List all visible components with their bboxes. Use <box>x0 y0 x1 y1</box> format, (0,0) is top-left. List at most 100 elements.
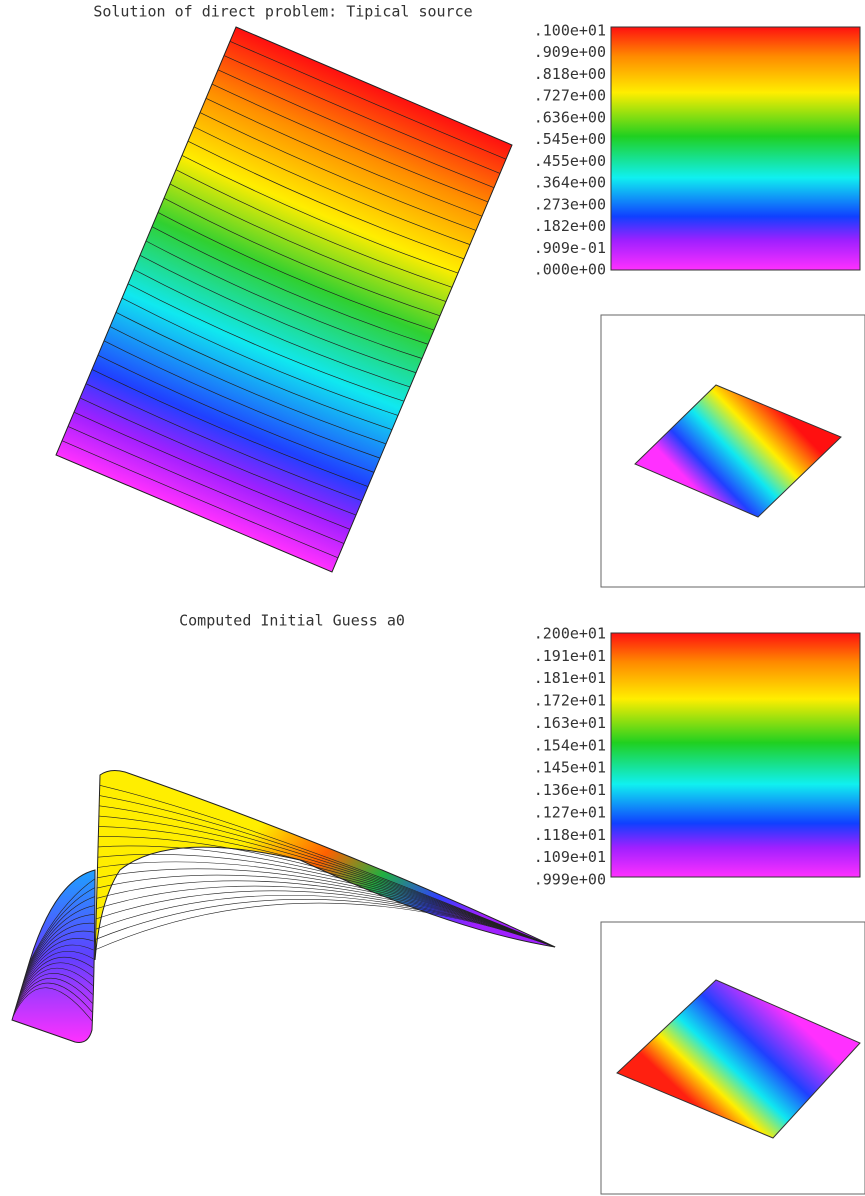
contour-line <box>205 98 483 217</box>
contour-line <box>169 183 447 302</box>
contour-line <box>217 69 495 189</box>
contour-line <box>20 944 94 991</box>
contour-line <box>211 83 489 203</box>
colorbar-label: .182e+00 <box>534 217 606 235</box>
colorbar-label: .455e+00 <box>534 152 606 170</box>
colorbar-label: .181e+01 <box>534 669 606 687</box>
colorbar-label: .109e+01 <box>534 848 606 866</box>
contour-line <box>133 269 411 388</box>
inset-surface <box>616 979 861 1139</box>
contour-line <box>12 987 93 1022</box>
inset-box <box>600 314 865 588</box>
contour-line <box>96 885 556 948</box>
colorbar-label: .100e+01 <box>534 22 606 40</box>
contour-line <box>24 914 95 977</box>
contour-line <box>127 283 405 402</box>
contour-line <box>79 397 357 516</box>
colorbar-label: .154e+01 <box>534 736 606 754</box>
contour-line <box>19 951 94 994</box>
surface-plot <box>11 869 96 1043</box>
colorbar-label: .818e+00 <box>534 65 606 83</box>
colorbar-label: .118e+01 <box>534 826 606 844</box>
colorbar-label: .545e+00 <box>534 130 606 148</box>
contour-line <box>85 383 363 502</box>
colorbar-label: .273e+00 <box>534 195 606 213</box>
contour-line <box>145 240 423 359</box>
contour-line <box>181 155 459 274</box>
contour-line <box>13 982 93 1014</box>
colorbar-label: .127e+01 <box>534 803 606 821</box>
contour-line <box>99 795 556 948</box>
contour-line <box>27 887 95 967</box>
contour-line <box>99 805 556 948</box>
panel-title: Solution of direct problem: Tipical sour… <box>93 3 472 21</box>
colorbar-label: .727e+00 <box>534 87 606 105</box>
colorbar-label: .364e+00 <box>534 174 606 192</box>
contour-line <box>97 861 556 948</box>
contour-line <box>103 340 381 459</box>
contour-line <box>67 426 345 544</box>
colorbar-label: .145e+01 <box>534 759 606 777</box>
contour-line <box>91 369 369 487</box>
contour-line <box>109 326 387 445</box>
contour-line <box>223 55 501 174</box>
contour-line <box>199 112 477 231</box>
contour-line <box>95 902 556 950</box>
contour-lines <box>61 40 507 559</box>
contour-line <box>139 254 417 374</box>
colorbar-label: .000e+00 <box>534 261 606 279</box>
contour-line <box>23 922 95 981</box>
contour-line <box>95 894 556 948</box>
colorbar-label: .136e+01 <box>534 781 606 799</box>
contour-line <box>61 440 339 559</box>
contour-line <box>96 874 556 948</box>
colorbar <box>610 632 861 878</box>
contour-line <box>97 354 375 473</box>
contour-line <box>95 899 556 948</box>
contour-line <box>151 226 429 345</box>
contour-line <box>15 972 93 1007</box>
contour-line <box>16 967 94 1004</box>
colorbar-label: .999e+00 <box>534 871 606 889</box>
contour-line <box>21 938 94 987</box>
contour-lines <box>12 784 556 1022</box>
colorbar-label: .163e+01 <box>534 714 606 732</box>
contour-line <box>99 784 556 948</box>
contour-line <box>17 962 94 1001</box>
contour-line <box>73 411 351 530</box>
panel-title: Computed Initial Guess a0 <box>179 612 405 630</box>
colorbar <box>610 26 861 271</box>
contour-line <box>229 40 507 160</box>
contour-line <box>26 896 95 971</box>
contour-line <box>98 815 556 948</box>
contour-line <box>115 312 393 430</box>
contour-line <box>96 880 556 948</box>
contour-line <box>28 878 96 964</box>
contour-line <box>14 977 93 1011</box>
contour-line <box>97 868 556 948</box>
contour-line <box>193 126 471 245</box>
contour-line <box>175 169 453 288</box>
colorbar-label: .636e+00 <box>534 108 606 126</box>
contour-line <box>157 212 435 331</box>
inset-surface <box>634 384 842 518</box>
surface-plot <box>94 770 556 961</box>
inset-box <box>600 921 865 1195</box>
contour-line <box>98 836 556 948</box>
contour-line <box>18 956 94 997</box>
contour-line <box>187 140 465 260</box>
colorbar-label: .172e+01 <box>534 692 606 710</box>
colorbar-label: .191e+01 <box>534 647 606 665</box>
contour-line <box>96 890 556 948</box>
colorbar-label: .909e+00 <box>534 43 606 61</box>
contour-line <box>163 197 441 317</box>
contour-line <box>25 905 95 974</box>
contour-line <box>121 297 399 416</box>
contour-line <box>97 854 556 948</box>
contour-line <box>98 845 556 948</box>
colorbar-label: .909e-01 <box>534 239 606 257</box>
contour-line <box>98 826 556 948</box>
contour-line <box>22 930 94 984</box>
colorbar-label: .200e+01 <box>534 625 606 643</box>
